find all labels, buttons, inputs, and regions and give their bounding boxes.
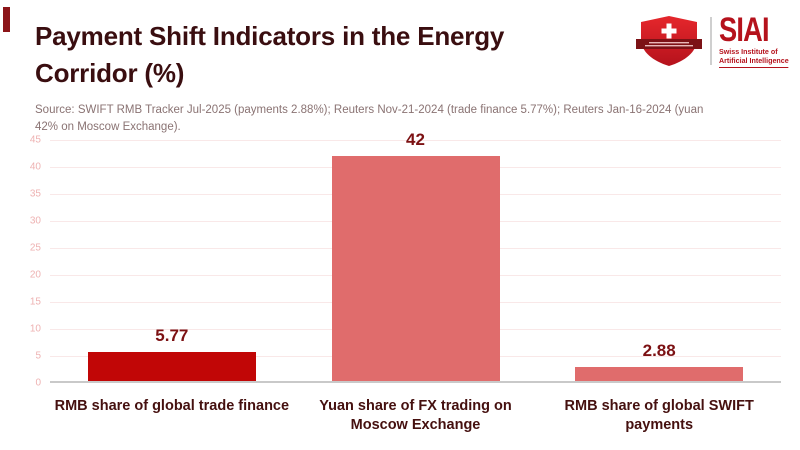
y-tick-label: 35 (29, 188, 41, 200)
bar-3 (575, 367, 744, 383)
category-axis-labels: RMB share of global trade finance Yuan sh… (50, 397, 781, 435)
logo-subtitle-line-1: Swiss Institute of (718, 47, 778, 56)
y-tick-label: 30 (29, 215, 41, 227)
logo-text-block: SIAI Swiss Institute of Artificial Intel… (718, 11, 792, 68)
gridline (50, 140, 781, 141)
y-tick-label: 5 (35, 350, 41, 362)
bar-value-label: 42 (406, 130, 425, 150)
y-tick-label: 25 (29, 242, 41, 254)
source-note: Source: SWIFT RMB Tracker Jul-2025 (paym… (35, 102, 785, 135)
category-label-1: RMB share of global trade finance (50, 397, 294, 435)
siai-logo: SIAI Swiss Institute of Artificial Intel… (635, 11, 792, 68)
bar-value-label: 5.77 (155, 325, 189, 345)
y-tick-label: 20 (29, 269, 41, 281)
category-label-3: RMB share of global SWIFT payments (537, 397, 781, 435)
y-tick-label: 45 (29, 134, 41, 146)
y-tick-label: 40 (29, 161, 41, 173)
y-tick-label: 10 (29, 323, 41, 335)
bar-2 (331, 156, 500, 383)
logo-acronym: SIAI (718, 11, 770, 49)
plot-area: 0 5 10 15 20 25 30 35 40 45 5.77 42 2.88 (30, 130, 781, 389)
page-title-line-1: Payment Shift Indicators in the Energy (35, 21, 505, 51)
logo-subtitle-line-2: Artificial Intelligence (718, 55, 789, 65)
page-title-line-2: Corridor (%) (35, 58, 185, 88)
corner-accent-mark (3, 7, 10, 32)
category-label-line: Moscow Exchange (350, 417, 481, 433)
category-label-line: payments (625, 417, 694, 433)
y-tick-label: 15 (29, 296, 41, 308)
shield-banner (635, 39, 702, 49)
category-label-line: RMB share of global SWIFT (564, 398, 754, 414)
source-note-line-1: Source: SWIFT RMB Tracker Jul-2025 (paym… (35, 104, 704, 116)
x-axis-baseline (50, 381, 781, 383)
shield-icon (635, 16, 702, 66)
logo-divider (709, 17, 712, 65)
bar-value-label: 2.88 (642, 341, 676, 361)
category-label-line: Yuan share of FX trading on (319, 398, 512, 414)
category-label-line: RMB share of global trade finance (54, 398, 290, 414)
bar-1 (87, 351, 256, 383)
source-note-line-2: 42% on Moscow Exchange). (35, 120, 181, 133)
category-label-2: Yuan share of FX trading on Moscow Exchan… (294, 397, 538, 435)
logo-subtitle: Swiss Institute of Artificial Intelligen… (718, 47, 789, 68)
page-title: Payment Shift Indicators in the Energy C… (35, 18, 635, 92)
y-tick-label: 0 (35, 377, 41, 389)
